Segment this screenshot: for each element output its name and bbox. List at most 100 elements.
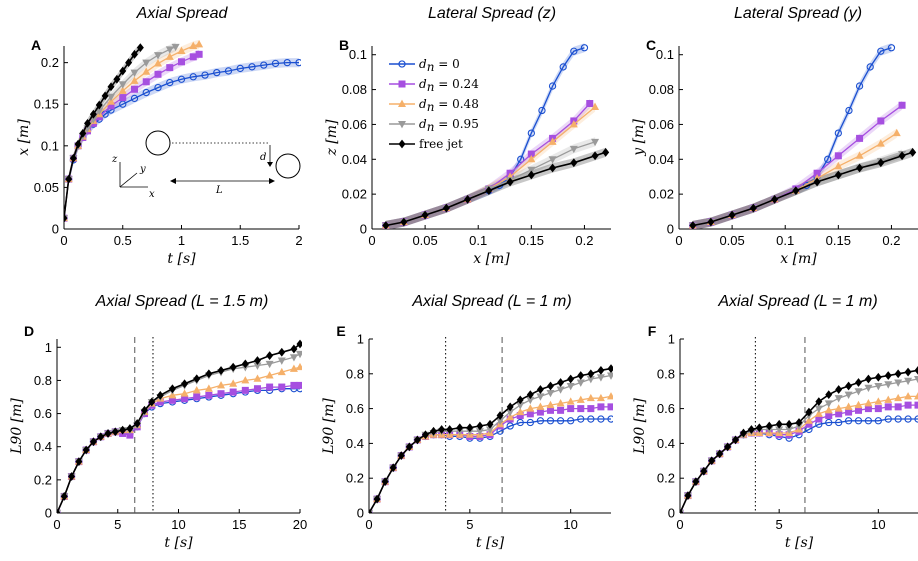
data-point: [413, 435, 421, 445]
y-tick-label: 0.04: [649, 152, 674, 167]
data-point: [556, 417, 565, 425]
data-point: [165, 52, 174, 60]
data-point: [834, 161, 843, 170]
legend-subscript: n: [427, 120, 435, 134]
data-point: [195, 50, 203, 58]
inset-l-arrowhead-left: [170, 178, 176, 184]
data-point: [253, 356, 261, 365]
data-point: [898, 151, 906, 161]
data-point: [381, 477, 389, 487]
data-point: [400, 217, 408, 227]
data-point: [795, 418, 803, 427]
data-point: [113, 74, 121, 84]
data-point: [296, 381, 302, 389]
data-point: [213, 68, 221, 77]
data-point: [569, 120, 578, 128]
series-line: [385, 151, 606, 227]
data-point: [548, 156, 557, 164]
data-point: [904, 367, 912, 377]
data-point: [111, 427, 119, 437]
x-tick-label: 10: [871, 517, 885, 532]
data-point: [165, 46, 174, 54]
legend-subscript: n: [427, 80, 435, 94]
data-point: [684, 491, 692, 500]
legend-value: free jet: [419, 137, 463, 151]
data-point: [834, 170, 842, 180]
y-tick-label: 0: [45, 506, 52, 521]
x-tick-label: 0: [675, 233, 682, 248]
data-point: [107, 82, 115, 92]
data-point: [834, 129, 842, 137]
data-point: [577, 371, 585, 380]
data-point: [516, 395, 524, 405]
data-point: [724, 442, 732, 452]
data-point: [815, 397, 823, 407]
x-tick-label: 5: [114, 517, 121, 532]
data-point: [914, 415, 918, 423]
y-tick-label: 0: [360, 222, 367, 237]
data-point: [894, 369, 902, 379]
data-point: [153, 52, 163, 60]
data-point: [884, 395, 893, 403]
data-point: [577, 415, 585, 423]
legend-label: dn = 0.95: [419, 117, 479, 134]
data-point: [607, 364, 613, 373]
data-point: [205, 369, 213, 379]
data-point: [527, 166, 536, 175]
x-tick-label: 0.1: [776, 233, 794, 248]
y-tick-label: 0.6: [34, 406, 52, 421]
data-point: [914, 365, 918, 375]
y-tick-label: 0.2: [346, 471, 364, 486]
data-point: [877, 158, 885, 168]
data-point: [580, 44, 589, 52]
data-point: [229, 379, 238, 387]
data-point: [265, 371, 274, 379]
data-point: [587, 369, 595, 379]
legend-value: = 0: [434, 57, 459, 71]
plot-area: [57, 339, 302, 513]
y-axis-label: L90 [m]: [632, 398, 648, 455]
series-line: [692, 151, 913, 227]
data-point: [566, 397, 575, 405]
data-point: [118, 81, 127, 89]
x-axis-label: t [s]: [476, 535, 505, 551]
data-point: [154, 70, 162, 78]
y-tick-label: 0.02: [649, 187, 674, 202]
panel-title: Axial Spread (L = 1 m): [411, 293, 571, 310]
data-point: [295, 362, 302, 371]
data-point: [405, 442, 413, 452]
data-point: [476, 421, 484, 431]
panel-b: Lateral Spread (z) B 0 0.05 0.1 0.15 0.2 0 0.02 0…: [324, 5, 611, 267]
panel-a: Axial Spread A 0 0.5 1 1.5 2 0 0.05 0.1 0.15 0.2 t […: [16, 5, 303, 267]
y-tick-label: 0.6: [346, 401, 364, 416]
data-point: [909, 147, 917, 157]
y-axis-label: x [m]: [16, 119, 32, 156]
data-point: [892, 128, 901, 137]
x-tick-label: 0.2: [882, 233, 900, 248]
data-point: [877, 47, 885, 55]
data-point: [496, 411, 504, 420]
data-point: [884, 381, 893, 389]
data-point: [421, 430, 429, 440]
inset-d-label: d: [260, 152, 266, 163]
y-tick-label: 0.4: [346, 436, 364, 451]
data-point: [586, 100, 594, 108]
data-point: [602, 147, 610, 157]
data-point: [241, 386, 249, 394]
data-point: [546, 400, 555, 409]
data-point: [189, 73, 197, 81]
data-point: [877, 117, 885, 125]
y-tick-label: 0.06: [342, 117, 367, 132]
data-point: [389, 463, 397, 473]
legend-value: = 0.48: [434, 97, 478, 111]
y-tick-label: 0.8: [657, 366, 675, 381]
data-point: [866, 63, 874, 71]
x-tick-label: 0: [53, 517, 60, 532]
data-point: [289, 364, 298, 372]
data-point: [69, 153, 77, 163]
data-point: [278, 383, 286, 391]
y-tick-label: 0.4: [657, 436, 675, 451]
data-point: [171, 43, 180, 52]
legend-subscript: n: [427, 100, 435, 114]
